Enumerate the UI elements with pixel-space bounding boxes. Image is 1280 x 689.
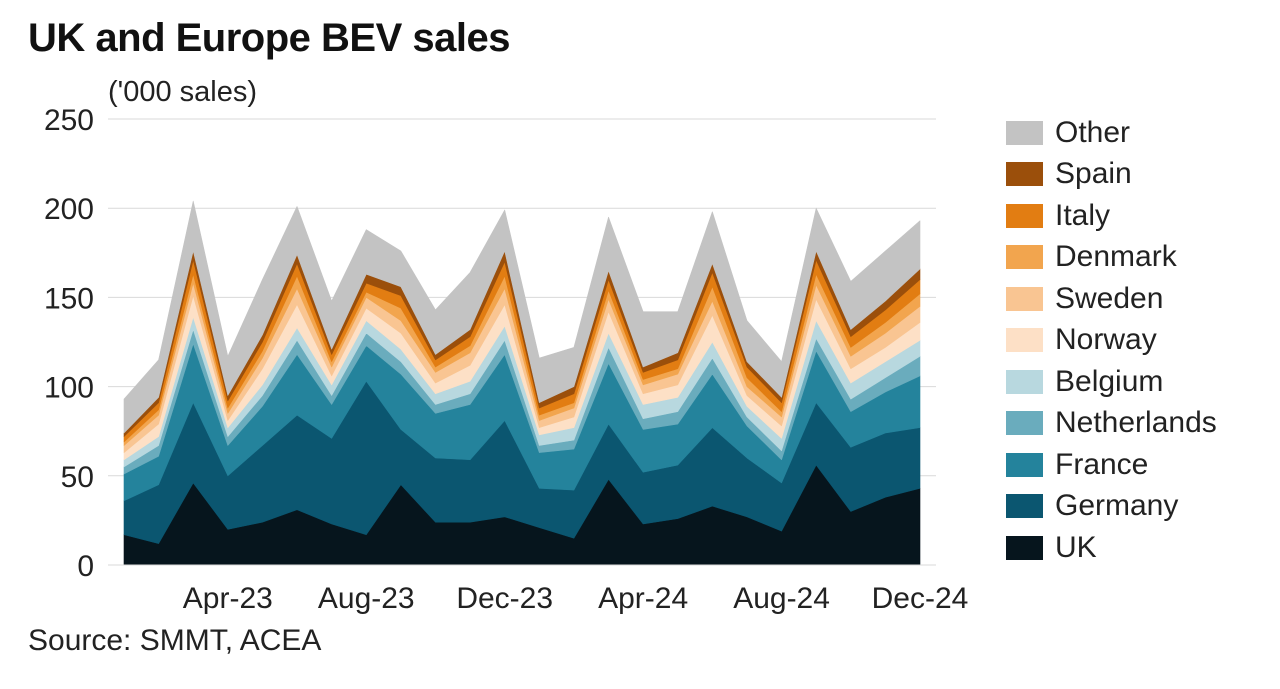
legend-item-germany: Germany	[1006, 486, 1217, 528]
legend-label: France	[1055, 447, 1149, 481]
legend-item-denmark: Denmark	[1006, 237, 1217, 279]
legend-item-france: France	[1006, 444, 1217, 486]
legend-swatch	[1006, 411, 1043, 436]
legend-label: Belgium	[1055, 364, 1164, 398]
x-tick-label: Aug-24	[733, 582, 830, 615]
legend-swatch	[1006, 120, 1043, 145]
source-note: Source: SMMT, ACEA	[28, 624, 322, 657]
y-tick-label: 50	[61, 461, 94, 494]
legend-swatch	[1006, 369, 1043, 394]
legend-swatch	[1006, 203, 1043, 228]
chart-title: UK and Europe BEV sales	[28, 16, 510, 60]
legend-item-sweden: Sweden	[1006, 278, 1217, 320]
legend-swatch	[1006, 328, 1043, 353]
legend-label: Netherlands	[1055, 406, 1217, 440]
x-tick-label: Aug-23	[318, 582, 415, 615]
y-tick-label: 150	[44, 282, 94, 315]
legend-label: Italy	[1055, 198, 1111, 232]
legend-item-spain: Spain	[1006, 154, 1217, 196]
legend-swatch	[1006, 535, 1043, 560]
legend-item-uk: UK	[1006, 527, 1217, 569]
legend-label: Norway	[1055, 323, 1157, 357]
x-tick-label: Dec-23	[456, 582, 553, 615]
y-tick-label: 100	[44, 372, 94, 405]
x-tick-label: Apr-24	[598, 582, 688, 615]
legend-label: UK	[1055, 530, 1097, 564]
legend-swatch	[1006, 286, 1043, 311]
x-axis-ticks: Apr-23 Aug-23 Dec-23 Apr-24 Aug-24 Dec-24	[183, 582, 969, 615]
x-tick-label: Dec-24	[872, 582, 969, 615]
legend-label: Denmark	[1055, 240, 1177, 274]
legend-label: Sweden	[1055, 281, 1164, 315]
legend: Other Spain Italy Denmark Sweden Norway Belgiu…	[1006, 112, 1217, 569]
legend-label: Germany	[1055, 489, 1179, 523]
legend-swatch	[1006, 245, 1043, 270]
legend-item-norway: Norway	[1006, 320, 1217, 362]
area-series	[123, 200, 921, 566]
legend-item-belgium: Belgium	[1006, 361, 1217, 403]
legend-swatch	[1006, 494, 1043, 519]
legend-item-italy: Italy	[1006, 195, 1217, 237]
area-other	[123, 200, 921, 434]
y-tick-label: 0	[77, 550, 94, 583]
y-axis-unit-label: ('000 sales)	[108, 76, 257, 108]
legend-label: Spain	[1055, 157, 1132, 191]
legend-label: Other	[1055, 115, 1131, 149]
legend-swatch	[1006, 162, 1043, 187]
y-tick-label: 250	[44, 104, 94, 137]
legend-item-netherlands: Netherlands	[1006, 403, 1217, 445]
y-tick-label: 200	[44, 193, 94, 226]
y-axis-ticks: 0 50 100 150 200 250	[44, 104, 94, 583]
legend-swatch	[1006, 452, 1043, 477]
legend-item-other: Other	[1006, 112, 1217, 154]
x-tick-label: Apr-23	[183, 582, 273, 615]
